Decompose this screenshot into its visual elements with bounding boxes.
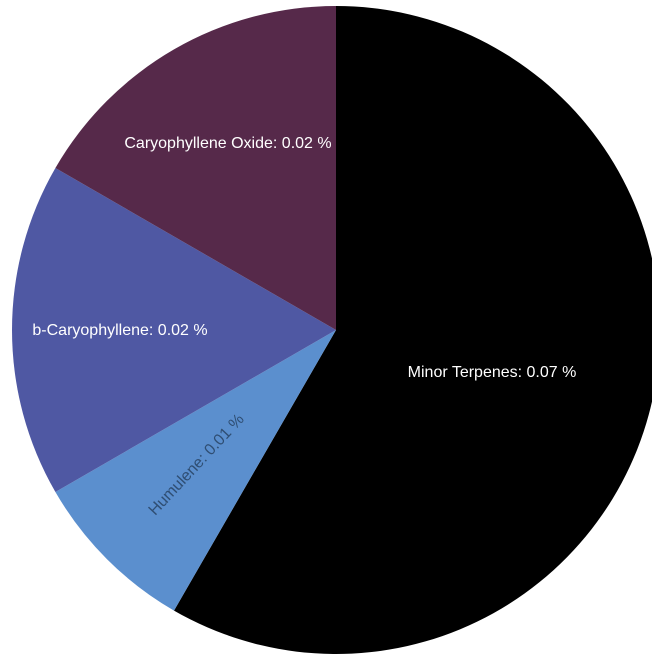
pie-slice-humulene[interactable] (55, 330, 336, 611)
pie-label-b-caryophyllene: b-Caryophyllene: 0.02 % (32, 322, 207, 339)
pie-slice-caryophyllene-oxide[interactable] (55, 5, 336, 330)
pie-label-minor-terpenes: Minor Terpenes: 0.07 % (408, 364, 577, 381)
pie-slice-b-caryophyllene[interactable] (12, 168, 336, 492)
pie-label-caryophyllene-oxide: Caryophyllene Oxide: 0.02 % (124, 135, 331, 152)
pie-slices (12, 5, 652, 654)
pie-slice-minor-terpenes[interactable] (174, 6, 652, 654)
